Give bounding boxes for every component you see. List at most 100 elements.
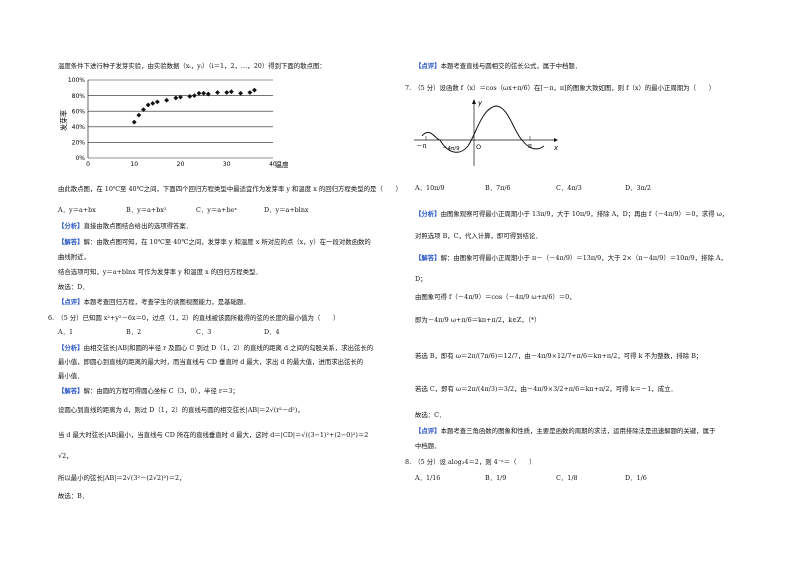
y-tick-label: 60% xyxy=(72,108,86,115)
analysis-tag: 【分析】 xyxy=(58,222,84,230)
q7-option-b: B．7π/6 xyxy=(485,184,511,192)
scatter-point xyxy=(196,90,202,96)
q7-stem: 7. （5 分）设函数 f（x）＝cos（ωx+π/6）在[－π，π]的图象大致… xyxy=(405,84,716,92)
q7-solution-3: 由图象可得 f（－4π/9）＝cos（－4π/9 ω+π/6）＝0， xyxy=(415,293,576,301)
y-tick-label: 0% xyxy=(75,155,85,162)
solution-text: 解：由图象可得最小正周期小于 π－（－4π/9）＝13π/9，大于 2×（π－4… xyxy=(440,254,727,262)
q5-stem: 由此散点图，在 10℃至 40℃之间，下面四个回归方程类型中最适宜作为发芽率 y… xyxy=(58,185,402,193)
q7-analysis-1: 【分析】由图象观察可得最小正周期小于 13π/9，大于 10π/9，排除 A，D… xyxy=(415,210,728,218)
y-tick-label: 40% xyxy=(72,124,86,131)
q6-solution-2: 设圆心到直线的距离为 d，则过 D（1，2）的直线与圆的相交弦长|AB|＝2√(… xyxy=(58,406,304,414)
solution-text: 解：由圆的方程可得圆心坐标 C（3，0），半径 r＝3； xyxy=(83,387,239,395)
analysis-text: 由图象观察可得最小正周期小于 13π/9，大于 10π/9，排除 A，D；再由 … xyxy=(440,210,729,218)
scatter-point xyxy=(164,97,170,103)
q6-option-a: A．1 xyxy=(58,328,74,336)
x-axis-title: 温度/℃ xyxy=(275,160,288,169)
q6-solution-5: 所以最小的弦长|AB|＝2√(3²－(2√2)²)＝2， xyxy=(58,474,186,482)
scatter-point xyxy=(247,90,253,95)
q7-comment-2: 中档题． xyxy=(415,442,441,450)
q5-answer: 故选：D． xyxy=(58,283,89,291)
q6-analysis-2: 最小值，即圆心到直线的距离的最大时，而当直线与 CD 垂直时 d 最大，求出 d… xyxy=(58,358,364,366)
scatter-point xyxy=(191,93,197,98)
x-tick-label: 10 xyxy=(130,161,138,168)
minus-pi-label: －π xyxy=(416,142,427,150)
x-axis-label: x xyxy=(553,144,559,152)
q7-comment-1: 【点评】本题考查三角函数的图象和性质，主要是函数的周期的求法，运用排除法是迅速解… xyxy=(415,427,715,435)
analysis-tag: 【分析】 xyxy=(415,210,441,218)
q8-option-b: B．1/9 xyxy=(485,474,507,482)
analysis-text: 直接由散点图结合给出的选项得答案． xyxy=(83,222,193,230)
analysis-text: 由相交弦长|AB|和圆的半径 r 及圆心 C 到过 D（1，2）的直线的距离 d… xyxy=(83,344,374,352)
y-axis-label: y xyxy=(477,99,483,107)
q7-solution-2: D； xyxy=(415,275,427,283)
q5-option-a: A．y＝a+bx xyxy=(58,206,96,214)
y-tick-label: 100% xyxy=(68,77,85,84)
solution-tag: 【解答】 xyxy=(415,254,441,262)
q5-solution-2: 曲线附近， xyxy=(58,253,90,261)
scatter-point xyxy=(150,101,156,106)
x-tick-label: 30 xyxy=(223,161,231,168)
scatter-point xyxy=(136,112,142,118)
scatter-point xyxy=(178,94,183,100)
comment-text: 本题考查三角函数的图象和性质，主要是函数的周期的求法，运用排除法是迅速解题的关键… xyxy=(440,427,716,435)
comment-tag: 【点评】 xyxy=(415,62,441,70)
q6-analysis-1: 【分析】由相交弦长|AB|和圆的半径 r 及圆心 C 到过 D（1，2）的直线的… xyxy=(58,344,373,352)
q5-option-d: D．y＝a+blnx xyxy=(264,206,309,214)
q6-stem: 6. （5 分）已知圆 x²+y²－6x＝0，过点（1，2）的直线被该圆所截得的… xyxy=(48,314,340,322)
origin-label: O xyxy=(476,143,481,151)
q6-solution-1: 【解答】解：由圆的方程可得圆心坐标 C（3，0），半径 r＝3； xyxy=(58,387,239,395)
q8-option-c: C．1/8 xyxy=(556,474,578,482)
scatter-point xyxy=(224,90,230,95)
q7-option-a: A．10π/9 xyxy=(415,184,445,192)
scatter-point xyxy=(215,90,220,95)
q7-solution-1: 【解答】解：由图象可得最小正周期小于 π－（－4π/9）＝13π/9，大于 2×… xyxy=(415,254,727,262)
q6-option-c: C．3 xyxy=(196,328,212,336)
solution-tag: 【解答】 xyxy=(58,238,84,246)
q7-solution-5: 若选 B，即有 ω＝2π/(7π/6)＝12/7，由－4π/9×12/7+π/6… xyxy=(415,352,703,360)
scatter-point xyxy=(131,119,137,125)
y-tick-label: 80% xyxy=(72,93,86,100)
solution-text: 解：由散点图可知，在 10℃至 40℃之间，发芽率 y 和温度 x 所对应的点（… xyxy=(83,238,371,246)
x-tick-label: 20 xyxy=(177,161,185,168)
q5-solution-3: 结合选项可知，y＝a+blnx 可作为发芽率 y 和温度 x 的回归方程类型． xyxy=(58,268,262,276)
comment-tag: 【点评】 xyxy=(415,427,441,435)
scatter-point xyxy=(252,87,257,93)
q6-option-b: B．2 xyxy=(126,328,142,336)
q8-option-a: A．1/16 xyxy=(415,474,441,482)
solution-tag: 【解答】 xyxy=(58,387,84,395)
q5-option-b: B．y＝a+bx² xyxy=(126,206,167,214)
scatter-point xyxy=(187,93,193,99)
q5-intro: 温度条件下进行种子发芽实验，由实验数据（xᵢ，yᵢ）（i＝1，2，…，20）得到… xyxy=(58,62,326,70)
scatter-point xyxy=(228,89,234,95)
scatter-point xyxy=(141,107,146,113)
q6-answer: 故选：B． xyxy=(58,492,89,500)
y-axis-title: 发芽率 xyxy=(59,110,68,131)
q7-solution-6: 若选 C，即有 ω＝2π/(4π/3)＝3/2，由－4π/9×3/2+π/6＝k… xyxy=(415,385,677,393)
x-tick-label: 0 xyxy=(86,161,90,168)
cosine-graph: y x O －π π －4π/9 xyxy=(414,99,559,166)
comment-text: 本题考查直线与圆相交的弦长公式，属于中档题． xyxy=(440,62,582,70)
y-tick-label: 20% xyxy=(72,140,86,147)
comment-tag: 【点评】 xyxy=(58,298,84,306)
scatter-point xyxy=(173,95,179,101)
comment-text: 本题考查回归方程，考查学生的读图视图能力，是基础题． xyxy=(83,298,250,306)
pi-label: π xyxy=(528,142,532,150)
scatter-point xyxy=(145,102,151,108)
q6-comment: 【点评】本题考查直线与圆相交的弦长公式，属于中档题． xyxy=(415,62,581,70)
q6-solution-3: 当 d 最大时弦长|AB|最小，当直线与 CD 所在的直线垂直时 d 最大，这时… xyxy=(58,431,369,439)
q7-solution-4: 即为－4π/9 ω+π/6＝kπ+π/2，k∈Z，（*） xyxy=(415,316,541,324)
q5-option-c: C．y＝a+beˣ xyxy=(196,206,238,214)
q7-answer: 故选：C． xyxy=(415,411,446,419)
q6-option-d: D．4 xyxy=(264,328,280,336)
q5-analysis: 【分析】直接由散点图结合给出的选项得答案． xyxy=(58,222,192,230)
scatter-point xyxy=(201,90,207,96)
scatter-point xyxy=(238,90,244,96)
analysis-tag: 【分析】 xyxy=(58,344,84,352)
q7-analysis-2: 对照选项 B，C，代入计算，即可得到结论． xyxy=(415,232,542,240)
q8-stem: 8. （5 分）设 alog₃4＝2，则 4⁻ᵃ＝（ ） xyxy=(405,458,536,466)
q5-solution-1: 【解答】解：由散点图可知，在 10℃至 40℃之间，发芽率 y 和温度 x 所对… xyxy=(58,238,371,246)
q6-analysis-3: 最小值． xyxy=(58,372,84,380)
q6-solution-4: √2， xyxy=(58,452,73,460)
q5-comment: 【点评】本题考查回归方程，考查学生的读图视图能力，是基础题． xyxy=(58,298,250,306)
